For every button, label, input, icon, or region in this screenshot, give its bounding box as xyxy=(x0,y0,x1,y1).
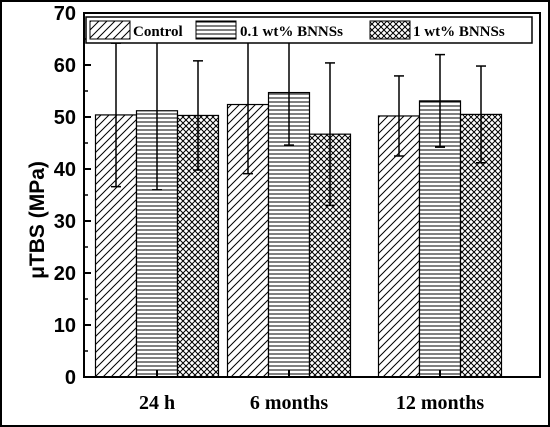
y-tick-label: 70 xyxy=(54,3,76,25)
bars-layer xyxy=(94,30,503,378)
legend-swatch xyxy=(195,20,237,40)
x-tick-label: 12 months xyxy=(396,392,485,414)
y-tick-label: 10 xyxy=(54,315,76,337)
legend-label: 0.1 wt% BNNSs xyxy=(240,24,343,40)
y-axis-title: μTBS (MPa) xyxy=(26,161,49,279)
y-tick-label: 30 xyxy=(54,211,76,233)
axes-layer: 0 10 20 30 40 50 60 70 24 h 6 months 12 months xyxy=(54,3,541,414)
x-tick-label: 24 h xyxy=(139,392,175,414)
y-tick-label: 20 xyxy=(54,263,76,285)
legend-label: 1 wt% BNNSs xyxy=(413,24,505,40)
legend-swatch xyxy=(89,20,131,40)
legend-box xyxy=(85,16,533,44)
y-tick-label: 50 xyxy=(54,107,76,129)
y-tick-label: 0 xyxy=(65,367,76,389)
legend-label: Control xyxy=(133,24,183,40)
legend-swatch xyxy=(369,20,411,40)
legend: Control 0.1 wt% BNNSs 1 wt% BNNSs xyxy=(85,16,533,44)
x-tick-label: 6 months xyxy=(250,392,329,414)
y-tick-label: 60 xyxy=(54,55,76,77)
y-tick-label: 40 xyxy=(54,159,76,181)
bar xyxy=(377,115,421,378)
